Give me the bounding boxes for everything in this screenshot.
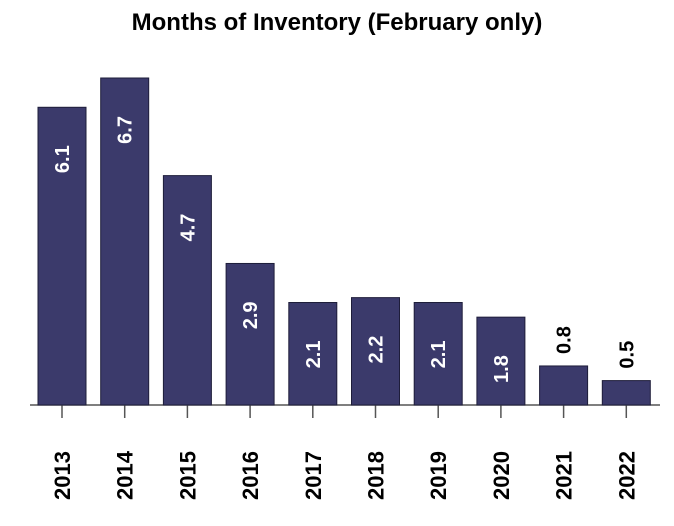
value-label: 2.9 [240,301,262,329]
x-tick-label: 2022 [614,451,639,500]
bar [539,365,589,406]
value-label: 1.8 [491,355,513,383]
chart-title: Months of Inventory (February only) [132,9,543,36]
value-label: 2.2 [366,336,388,364]
value-label: 0.5 [616,341,638,369]
value-label: 0.8 [554,326,576,354]
bar [225,262,275,406]
value-label: 2.1 [428,341,450,369]
x-tick-label: 2017 [301,451,326,500]
bar [601,380,651,406]
value-label: 4.7 [177,214,199,242]
x-tick-label: 2015 [175,451,200,500]
bar [162,175,212,406]
x-tick-label: 2020 [489,451,514,500]
x-tick-label: 2021 [552,451,577,500]
value-label: 6.1 [52,145,74,173]
bar [476,316,526,406]
x-tick-label: 2014 [113,450,138,500]
bar [100,77,150,406]
bar [37,106,87,406]
x-tick-label: 2019 [426,451,451,500]
x-tick-label: 2016 [238,451,263,500]
value-label: 6.7 [115,116,137,144]
x-tick-label: 2018 [364,451,389,500]
bar [288,302,338,406]
bar [351,297,400,406]
bar [413,302,463,406]
value-label: 2.1 [303,341,325,369]
x-tick-label: 2013 [50,451,75,500]
